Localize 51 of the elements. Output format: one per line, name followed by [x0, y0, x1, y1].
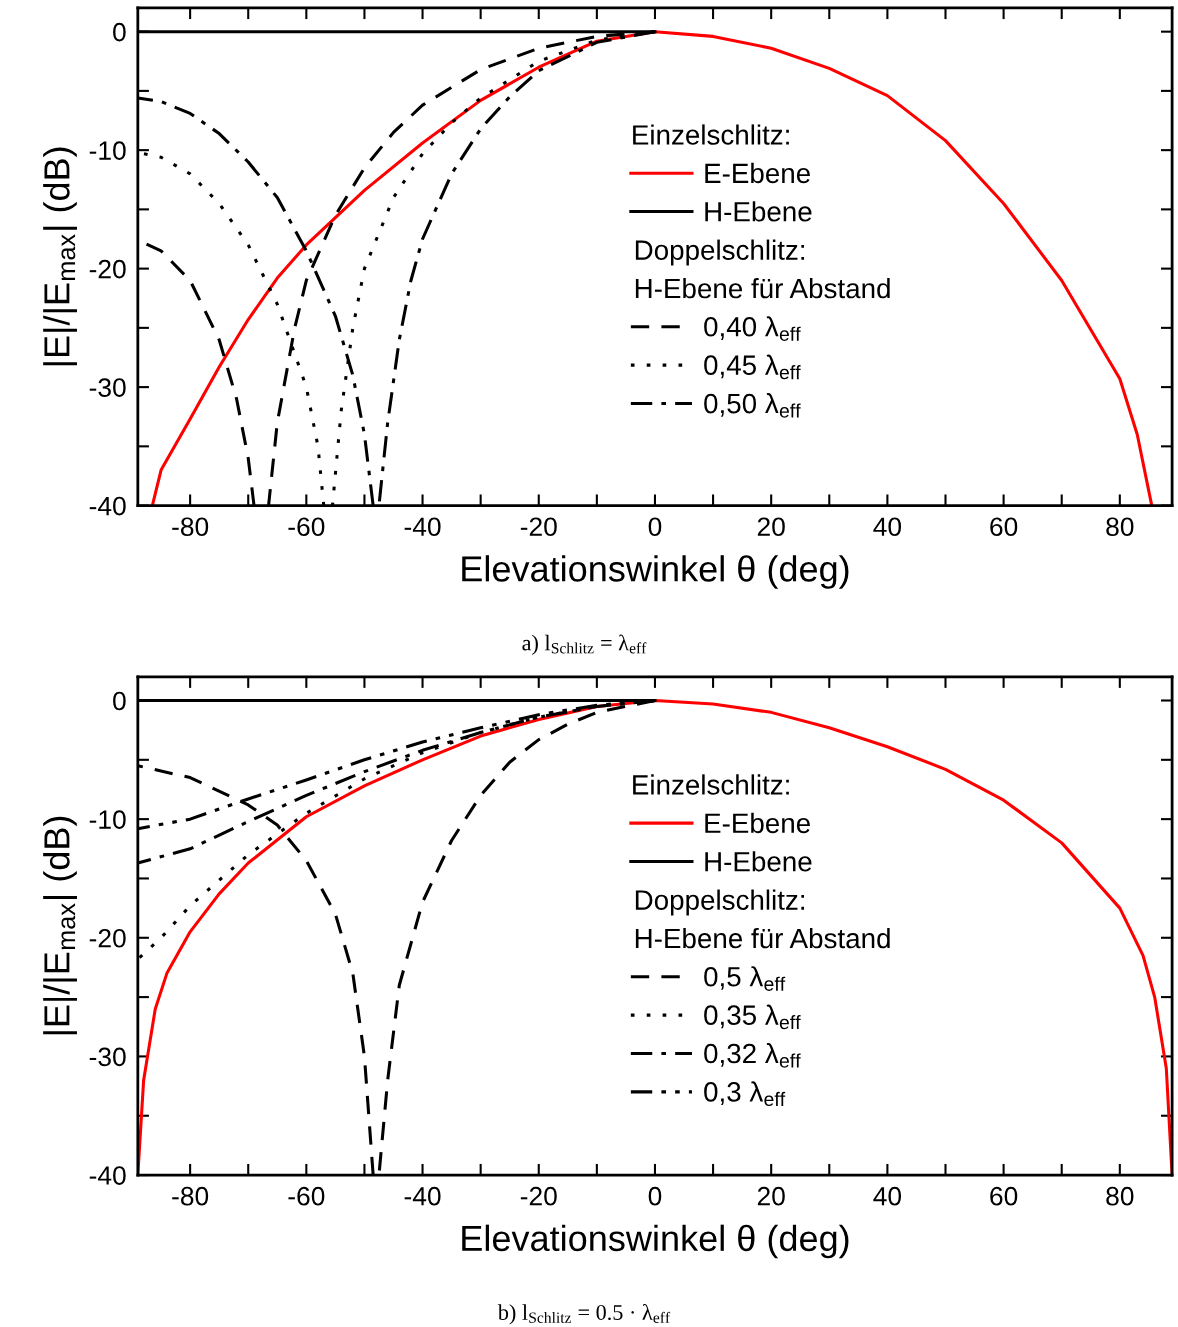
legend-label: 0,50 λ$_{eff}$	[704, 392, 801, 418]
y-tick-label: -20	[89, 259, 126, 279]
x-tick-label: -40	[404, 517, 441, 537]
legend-label: 0,45 λ$_{eff}$	[704, 354, 801, 380]
y-axis-title: |E|/|E$_{max}$| (dB)	[43, 816, 77, 1035]
y-tick-label: -10	[89, 810, 126, 829]
annotation: H-Ebene für Abstand	[635, 277, 890, 299]
legend-label: 0,32 λ$_{eff}$	[704, 1042, 801, 1068]
annotation: H-Ebene für Abstand	[635, 927, 890, 949]
annotation: Doppelschlitz:	[635, 889, 805, 916]
y-tick-label: -10	[89, 141, 126, 160]
x-tick-label: 40	[873, 517, 902, 537]
legend-label: 0,3 λ$_{eff}$	[704, 1081, 786, 1107]
y-tick-label: -40	[89, 496, 126, 516]
legend-label: E-Ebene	[705, 162, 810, 184]
x-tick-label: 60	[990, 517, 1018, 537]
y-tick-label: -30	[89, 378, 126, 397]
legend-label: H-Ebene	[705, 201, 812, 222]
legend-label: 0,5 λ$_{eff}$	[704, 966, 786, 991]
x-tick-label: 60	[990, 1186, 1018, 1206]
x-tick-label: 0	[648, 517, 662, 537]
text: a) l$_{Schlitz}$ = λ$_{eff}$	[522, 634, 647, 655]
legend-label: E-Ebene	[705, 812, 810, 834]
legend-label: 0,35 λ$_{eff}$	[704, 1004, 801, 1030]
y-tick-label: -20	[89, 928, 126, 948]
y-tick-label: -40	[89, 1166, 126, 1185]
annotation: Doppelschlitz:	[635, 239, 805, 266]
x-tick-label: -60	[288, 1186, 325, 1206]
x-tick-label: -80	[172, 517, 209, 537]
x-tick-label: 80	[1106, 1186, 1134, 1206]
x-tick-label: -80	[172, 1186, 209, 1206]
x-tick-label: 40	[873, 1186, 902, 1206]
legend-label: 0,40 λ$_{eff}$	[704, 316, 801, 341]
x-tick-label: 20	[757, 1186, 785, 1206]
x-tick-label: 80	[1106, 517, 1134, 537]
y-tick-label: 0	[113, 691, 126, 711]
x-axis-title: Elevationswinkel θ (deg)	[462, 555, 849, 589]
legend-title: Einzelschlitz:	[633, 774, 789, 795]
y-axis-title: |E|/|E$_{max}$| (dB)	[43, 147, 77, 366]
x-tick-label: -60	[288, 517, 325, 537]
text: b) l$_{Schlitz}$ = 0.5 · λ$_{eff}$	[497, 1304, 671, 1325]
y-tick-label: 0	[113, 22, 126, 42]
x-tick-label: -20	[520, 517, 557, 537]
x-axis-title: Elevationswinkel θ (deg)	[462, 1224, 849, 1259]
x-tick-label: -40	[404, 1186, 441, 1206]
x-tick-label: 0	[648, 1186, 662, 1206]
y-tick-label: -30	[89, 1047, 126, 1067]
x-tick-label: -20	[520, 1186, 557, 1206]
x-tick-label: 20	[757, 517, 785, 537]
legend-label: H-Ebene	[705, 851, 812, 872]
legend-title: Einzelschlitz:	[633, 124, 789, 145]
